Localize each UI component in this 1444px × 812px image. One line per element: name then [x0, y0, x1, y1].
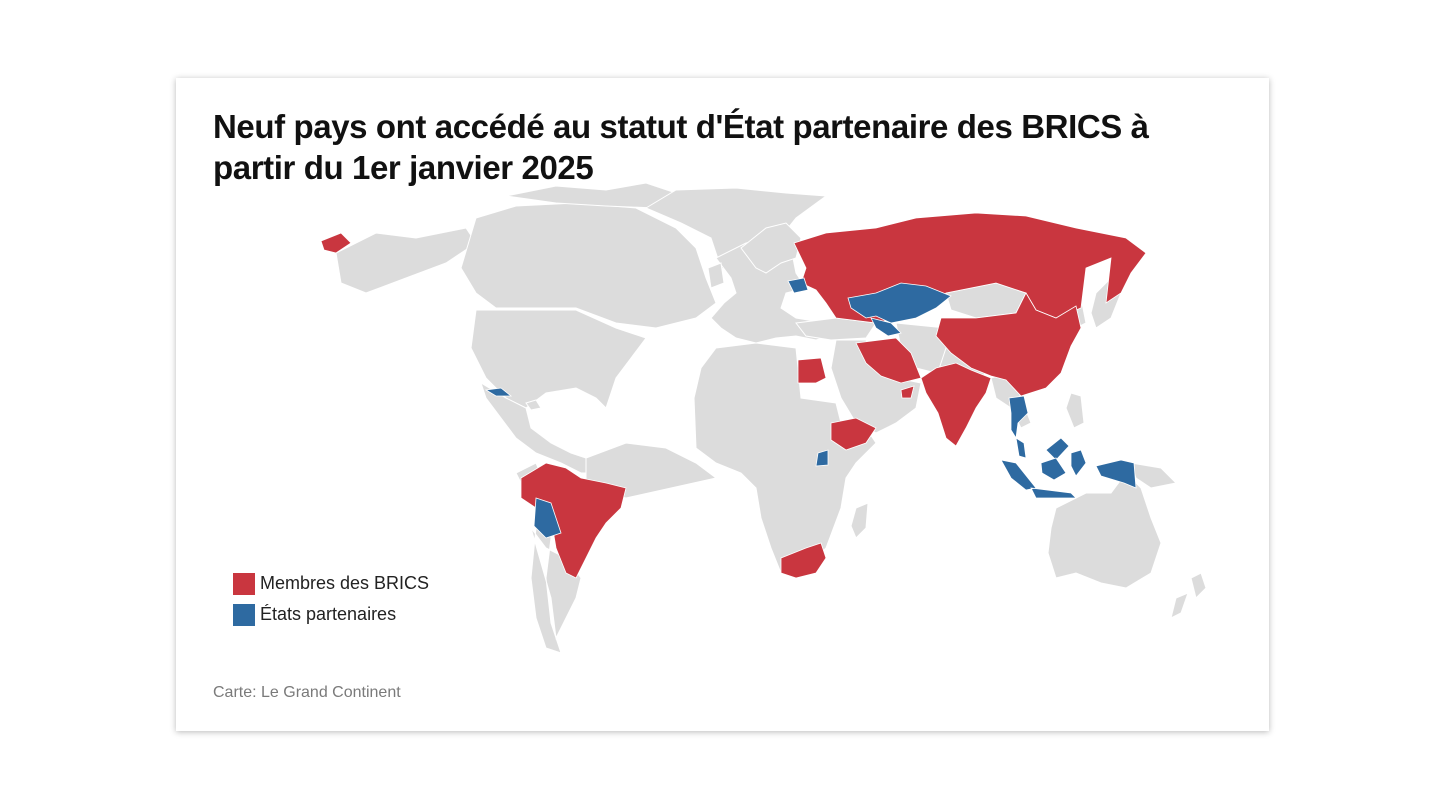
brics-partners [484, 277, 1137, 539]
alaska [335, 227, 477, 294]
world-map [320, 182, 1207, 654]
philippines [1065, 392, 1085, 429]
country-indonesia [1000, 449, 1137, 499]
uk [707, 262, 725, 289]
country-bolivia [533, 497, 562, 539]
country-uzbekistan [870, 317, 902, 337]
map-card: Neuf pays ont accédé au statut d'État pa… [176, 78, 1269, 731]
country-belarus [787, 277, 809, 294]
legend-swatch-partners [233, 603, 255, 626]
legend: Membres des BRICS États partenaires [233, 568, 429, 630]
country-cuba [484, 387, 513, 397]
country-malaysia [1015, 437, 1070, 461]
usa [470, 309, 647, 409]
new-zealand [1170, 572, 1207, 619]
legend-item-partners: États partenaires [233, 599, 429, 630]
country-kazakhstan [847, 282, 952, 324]
legend-swatch-members [233, 572, 255, 595]
country-uae [900, 385, 915, 399]
country-russia-chukotka [320, 232, 352, 254]
country-uganda [815, 449, 829, 467]
australia [1047, 472, 1162, 589]
scandinavia [740, 222, 802, 274]
africa [693, 342, 877, 574]
page-title: Neuf pays ont accédé au statut d'État pa… [213, 108, 1149, 186]
country-ethiopia [830, 417, 877, 451]
country-china [935, 292, 1082, 397]
caribbean [525, 399, 542, 411]
source-credit: Carte: Le Grand Continent [213, 684, 401, 701]
country-india [920, 362, 992, 447]
country-thailand [1008, 395, 1029, 440]
legend-item-members: Membres des BRICS [233, 568, 429, 599]
legend-label-members: Membres des BRICS [260, 573, 430, 593]
country-iran [855, 337, 922, 384]
other-countries [335, 182, 1207, 654]
madagascar [850, 502, 869, 539]
legend-label-partners: États partenaires [260, 604, 397, 624]
country-egypt [797, 357, 827, 384]
country-south-africa [780, 542, 827, 579]
